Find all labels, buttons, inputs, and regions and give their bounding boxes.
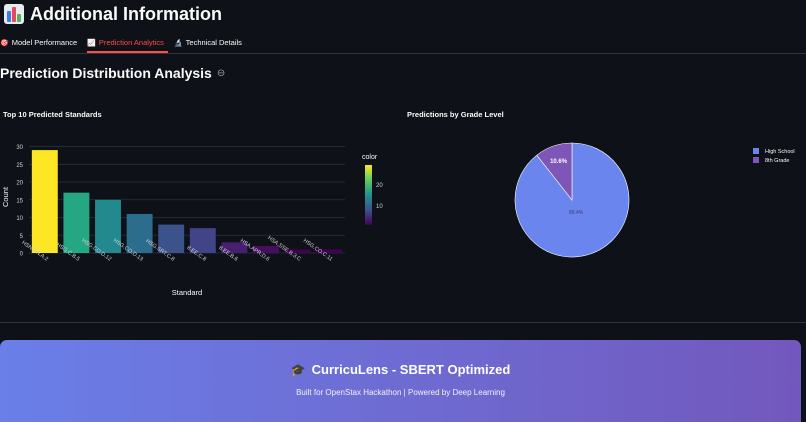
pie-chart[interactable]: 89.4% 10.6% High School 8th Grade xyxy=(406,125,806,325)
footer-title-text: CurricuLens - SBERT Optimized xyxy=(311,362,511,377)
colorbar xyxy=(365,165,372,225)
bar[interactable] xyxy=(284,249,311,253)
pie-value-label: 10.6% xyxy=(550,159,568,165)
colorbar-tick-label: 10 xyxy=(376,204,383,210)
footer-subtitle: Built for OpenStax Hackathon | Powered b… xyxy=(296,388,505,397)
graduation-cap-icon: 🎓 xyxy=(290,363,306,377)
x-axis-label: Standard xyxy=(172,288,202,297)
pie-chart-title: Predictions by Grade Level xyxy=(407,110,504,119)
bar-chart-title: Top 10 Predicted Standards xyxy=(3,110,102,119)
legend-label[interactable]: High School xyxy=(765,149,795,155)
section-title: Prediction Distribution Analysis ⊖ xyxy=(0,65,225,81)
pie-legend: High School 8th Grade xyxy=(753,148,795,164)
bar[interactable] xyxy=(95,199,121,253)
bar[interactable] xyxy=(31,150,58,253)
page-title: Additional Information xyxy=(30,3,222,24)
microscope-icon: 🔬 xyxy=(173,39,183,47)
y-axis-label: Count xyxy=(1,186,10,207)
dart-icon: 🎯 xyxy=(0,39,9,47)
y-tick-label: 0 xyxy=(20,252,24,258)
bar[interactable] xyxy=(221,242,248,253)
chart-icon: 📈 xyxy=(87,39,96,47)
y-tick-label: 10 xyxy=(16,216,23,222)
y-tick-label: 5 xyxy=(20,234,24,240)
page-header: Additional Information xyxy=(0,0,222,28)
bar[interactable] xyxy=(189,228,216,253)
pie-slice[interactable] xyxy=(536,142,573,201)
tab-model-performance[interactable]: 🎯 Model Performance xyxy=(0,33,81,52)
footer-title: 🎓 CurricuLens - SBERT Optimized xyxy=(0,362,801,377)
bar[interactable] xyxy=(158,224,185,253)
y-tick-label: 20 xyxy=(16,181,23,187)
tab-bar: 🎯 Model Performance 📈 Prediction Analyti… xyxy=(0,33,806,54)
pie-slice[interactable] xyxy=(514,142,630,258)
legend-swatch xyxy=(753,148,759,154)
section-title-text: Prediction Distribution Analysis xyxy=(0,65,212,81)
anchor-link-icon[interactable]: ⊖ xyxy=(216,67,226,79)
bar[interactable] xyxy=(63,192,90,253)
y-tick-label: 30 xyxy=(16,145,23,151)
tab-label: Prediction Analytics xyxy=(98,38,164,47)
tab-technical-details[interactable]: 🔬 Technical Details xyxy=(174,33,246,52)
y-tick-label: 25 xyxy=(16,163,23,169)
footer-banner: 🎓 CurricuLens - SBERT Optimized Built for… xyxy=(0,340,801,422)
bar-chart-emoji-icon xyxy=(4,4,24,24)
colorbar-tick-label: 20 xyxy=(376,183,383,189)
y-tick-label: 15 xyxy=(16,198,23,204)
bar[interactable] xyxy=(126,213,153,253)
tab-label: Technical Details xyxy=(185,38,242,47)
bar[interactable] xyxy=(316,249,343,253)
divider xyxy=(0,322,806,323)
bar[interactable] xyxy=(253,245,279,253)
legend-label[interactable]: 8th Grade xyxy=(765,158,789,164)
legend-swatch xyxy=(753,157,759,163)
tab-prediction-analytics[interactable]: 📈 Prediction Analytics xyxy=(87,33,168,53)
tab-label: Model Performance xyxy=(11,38,78,47)
pie-value-label: 89.4% xyxy=(569,210,584,216)
colorbar-title: color xyxy=(362,154,378,161)
